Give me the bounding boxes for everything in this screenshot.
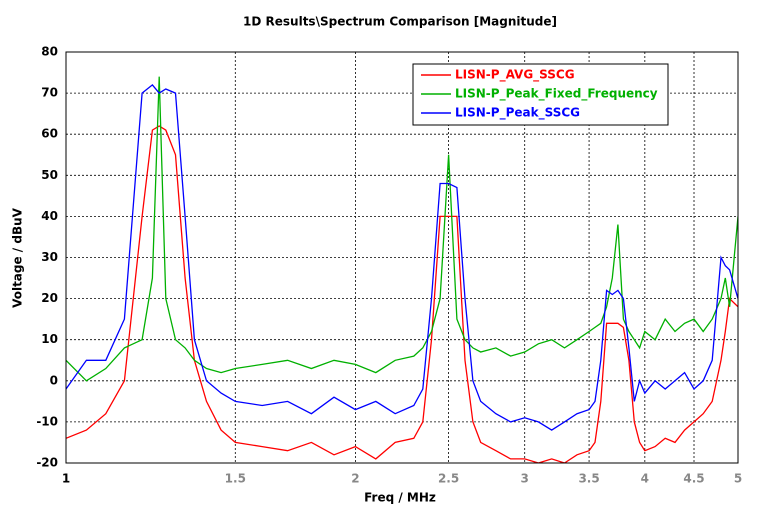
chart-title: 1D Results\Spectrum Comparison [Magnitud…	[243, 15, 557, 29]
y-tick-label: 70	[41, 86, 58, 100]
x-tick-label: 5	[734, 472, 742, 486]
x-tick-label: 2	[351, 472, 359, 486]
y-tick-label: 0	[50, 373, 58, 387]
legend-box	[412, 63, 669, 126]
x-axis-label: Freq / MHz	[364, 491, 436, 505]
series-line	[66, 76, 738, 382]
plot-frame	[65, 51, 739, 464]
legend-label: LISN-P_AVG_SSCG	[455, 68, 575, 83]
y-tick-label: 10	[41, 332, 58, 346]
y-tick-label: -20	[36, 456, 58, 470]
series-line	[66, 83, 738, 431]
y-tick-label: 20	[41, 291, 58, 305]
y-tick-label: 60	[41, 127, 58, 141]
y-tick-label: -10	[36, 414, 58, 428]
y-tick-label: 40	[41, 209, 58, 223]
y-axis-label: Voltage / dBuV	[11, 207, 25, 308]
x-tick-label: 2.5	[438, 472, 459, 486]
x-tick-label: 4	[641, 472, 649, 486]
x-tick-label: 3	[521, 472, 529, 486]
x-tick-label: 1.5	[225, 472, 246, 486]
legend-label: LISN-P_Peak_Fixed_Frequency	[455, 87, 658, 102]
y-tick-label: 30	[41, 250, 58, 264]
x-tick-label: 4.5	[683, 472, 704, 486]
x-tick-label: 1	[62, 472, 70, 486]
series-line	[66, 125, 738, 463]
legend-label: LISN-P_Peak_SSCG	[455, 106, 580, 121]
y-tick-label: 80	[41, 45, 58, 59]
x-tick-label: 3.5	[578, 472, 599, 486]
y-tick-label: 50	[41, 168, 58, 182]
